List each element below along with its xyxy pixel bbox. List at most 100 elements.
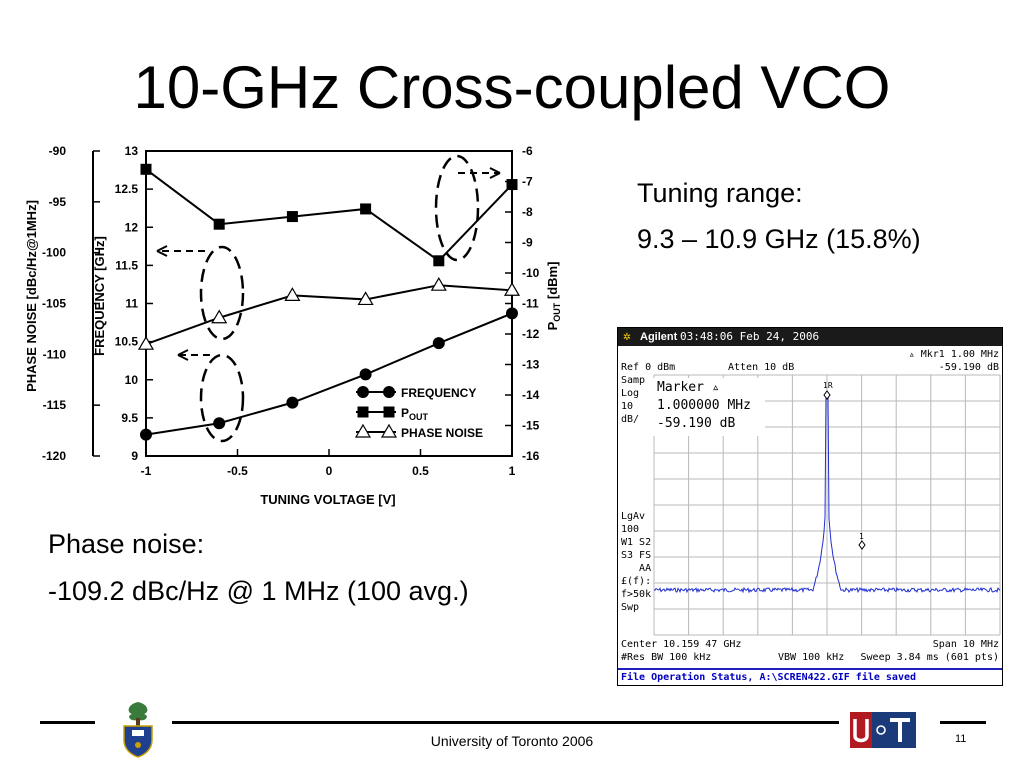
left-axis-ticks: -90 -95 -100 -105 -110 -115 -120 [42,144,100,463]
data-point-p [506,179,518,191]
legend-label-main: FREQUENCY [401,386,476,400]
pout-axis-ticks: -6 -7 -8 -9 -10 -11 -12 -13 -14 -15 -16 [505,144,540,463]
data-point-phase-noise [284,287,301,301]
left-label: AA [621,563,652,574]
marker-1-diamond-icon [858,540,866,550]
resolution-bandwidth: #Res BW 100 kHz [621,652,712,663]
data-point-frequency [213,417,226,430]
left-axis-tick-label: -115 [43,398,67,412]
data-point-phase-noise [137,335,155,350]
left-axis-tick-label: -110 [43,347,67,361]
pout-axis-tick-label: -6 [522,144,533,158]
pout-axis-tick-label: -10 [522,266,540,280]
annotation-ellipse-frequency [199,353,245,443]
data-point-p [360,203,372,215]
left-label: Samp [621,375,646,386]
spectrum-analyzer-screenshot: ✲ Agilent 03:48:06 Feb 24, 2006 Ref 0 dB… [617,327,1003,686]
pout-axis-tick-label: -13 [522,358,540,372]
plot-frame [92,150,513,457]
frequency-axis-ticks: 13 12.5 12 11.5 11 10.5 10 9.5 9 [115,144,153,463]
legend-marker-frequency [357,386,369,398]
series-line-p [145,168,513,263]
frequency-axis-tick-label: 12.5 [115,182,139,196]
pout-axis-tick-label: -12 [522,327,540,341]
university-crest-logo [123,702,153,758]
footer-rule-middle [172,721,839,724]
data-point-frequency [359,368,372,381]
span: Span 10 MHz [932,639,999,650]
phase-noise-label: Phase noise: [48,529,205,559]
pout-axis-tick-label: -11 [522,297,539,311]
data-point-p [433,255,445,267]
analyzer-markers: 1R 1 [823,381,866,550]
legend-label-phase-noise: PHASE NOISE [401,426,483,440]
uoft-logo-u-glyph [853,719,869,743]
pout-axis-tick-label: -14 [522,388,540,402]
legend-label-main: PHASE NOISE [401,426,483,440]
marker-readout-level: -59.190 dB [938,362,999,373]
frequency-axis-tick-label: 10 [125,373,139,387]
data-point-phase-noise [430,277,447,291]
legend-marker-p [383,406,395,418]
left-axis-tick-label: -95 [49,195,67,209]
pout-axis-label-sub: OUT [552,302,562,322]
pout-axis-label: POUT [dBm] [545,262,562,331]
x-axis-tick-label: -1 [141,464,152,478]
pout-axis-tick-label: -16 [522,449,540,463]
analyzer-timestamp: 03:48:06 Feb 24, 2006 [680,330,820,343]
pout-axis-label-main: P [545,321,560,330]
analyzer-brand: Agilent [640,331,678,343]
data-point-frequency [506,307,518,320]
left-axis-tick-label: -120 [42,449,66,463]
marker-box-level: -59.190 dB [657,416,736,431]
data-point-phase-noise [357,291,374,306]
marker-box-title: Marker ▵ [657,380,720,395]
marker-1r-diamond-icon [823,390,831,400]
annotations [156,154,501,443]
crest-shield-icon [123,725,153,758]
pout-axis-tick-label: -7 [522,175,533,189]
x-axis-tick-label: 0 [326,464,333,478]
crest-tree-icon [128,702,148,721]
annotation-ellipse-phase-noise [199,245,245,341]
data-point-p [286,211,298,223]
series-line-phase-noise [145,284,513,346]
frequency-axis-tick-label: 13 [125,144,139,158]
crest-crown-icon [135,742,141,748]
uoft-logo [850,712,916,748]
data-point-p [213,218,225,230]
legend-label-p: POUT [401,406,429,422]
legend-label-frequency: FREQUENCY [401,386,476,400]
frequency-axis-tick-label: 9 [131,449,138,463]
x-axis-tick-label: 1 [509,464,516,478]
pout-axis-tick-label: -9 [522,236,533,250]
legend-marker-p [357,406,369,418]
analyzer-header: ✲ Agilent 03:48:06 Feb 24, 2006 [618,328,1002,346]
data-point-phase-noise [503,282,521,296]
left-label: 10 [621,401,634,412]
frequency-axis-tick-label: 12 [125,220,139,234]
marker-box-frequency: 1.000000 MHz [657,398,751,413]
data-point-frequency [432,337,445,350]
x-axis-label: TUNING VOLTAGE [V] [260,492,395,507]
left-label: LgAv [621,511,646,522]
crest-trunk [136,718,140,726]
left-label: 100 [621,524,640,535]
marker-1r-label: 1R [823,381,833,390]
left-label: £(f): [621,576,652,587]
agilent-spark-icon: ✲ [623,329,631,344]
left-axis-tick-label: -105 [42,297,66,311]
frequency-axis-tick-label: 11 [125,297,138,311]
tuning-range-value: 9.3 – 10.9 GHz (15.8%) [637,224,921,254]
frequency-axis-tick-label: 9.5 [121,411,138,425]
left-label: Log [621,388,640,399]
pout-axis-tick-label: -8 [522,205,533,219]
slide-title: 10-GHz Cross-coupled VCO [133,54,891,121]
pout-axis-label-tail: [dBm] [545,262,560,303]
legend-marker-phase-noise [380,423,398,438]
legend-label-sub: OUT [409,412,429,422]
frequency-axis-tick-label: 10.5 [115,335,139,349]
marker-1-label: 1 [859,532,864,541]
left-label: Swp [621,602,640,613]
series-line-frequency [145,312,513,436]
